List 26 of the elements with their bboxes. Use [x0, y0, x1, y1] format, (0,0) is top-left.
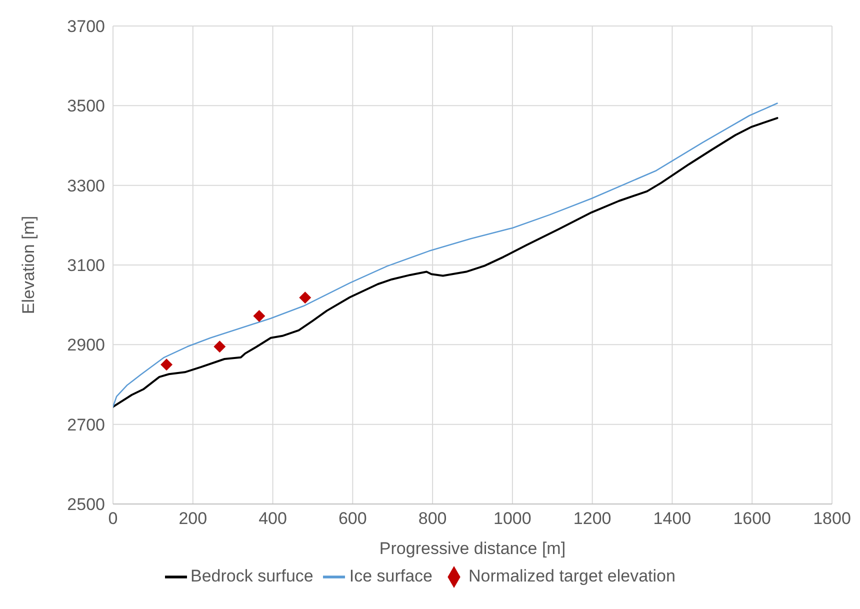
- y-axis-title: Elevation [m]: [19, 216, 38, 314]
- legend-label: Bedrock surfuce: [190, 566, 314, 586]
- x-axis-title: Progressive distance [m]: [379, 539, 566, 558]
- x-tick-label: 800: [418, 509, 447, 528]
- y-tick-label: 3700: [67, 17, 105, 36]
- y-tick-label: 2500: [67, 495, 105, 514]
- legend-label: Normalized target elevation: [468, 566, 676, 586]
- point: [160, 358, 173, 371]
- x-tick-label: 1800: [813, 509, 851, 528]
- x-tick-label: 200: [178, 509, 208, 528]
- x-tick-label: 1400: [653, 509, 692, 528]
- x-tick-label: 1000: [494, 509, 532, 528]
- y-tick-label: 2900: [67, 336, 105, 355]
- point: [214, 340, 226, 353]
- legend-label: Ice surface: [349, 566, 433, 586]
- x-tick-label: 0: [108, 509, 118, 528]
- y-tick-label: 2700: [67, 415, 105, 434]
- point: [253, 310, 266, 322]
- x-tick-label: 1200: [573, 509, 612, 528]
- x-tick-label: 600: [338, 509, 367, 528]
- x-tick-label: 1600: [733, 509, 772, 528]
- y-tick-label: 3300: [67, 176, 105, 196]
- y-tick-label: 3500: [67, 96, 105, 116]
- x-tick-label: 400: [258, 509, 287, 528]
- point: [299, 292, 312, 304]
- y-tick-label: 3100: [67, 256, 105, 276]
